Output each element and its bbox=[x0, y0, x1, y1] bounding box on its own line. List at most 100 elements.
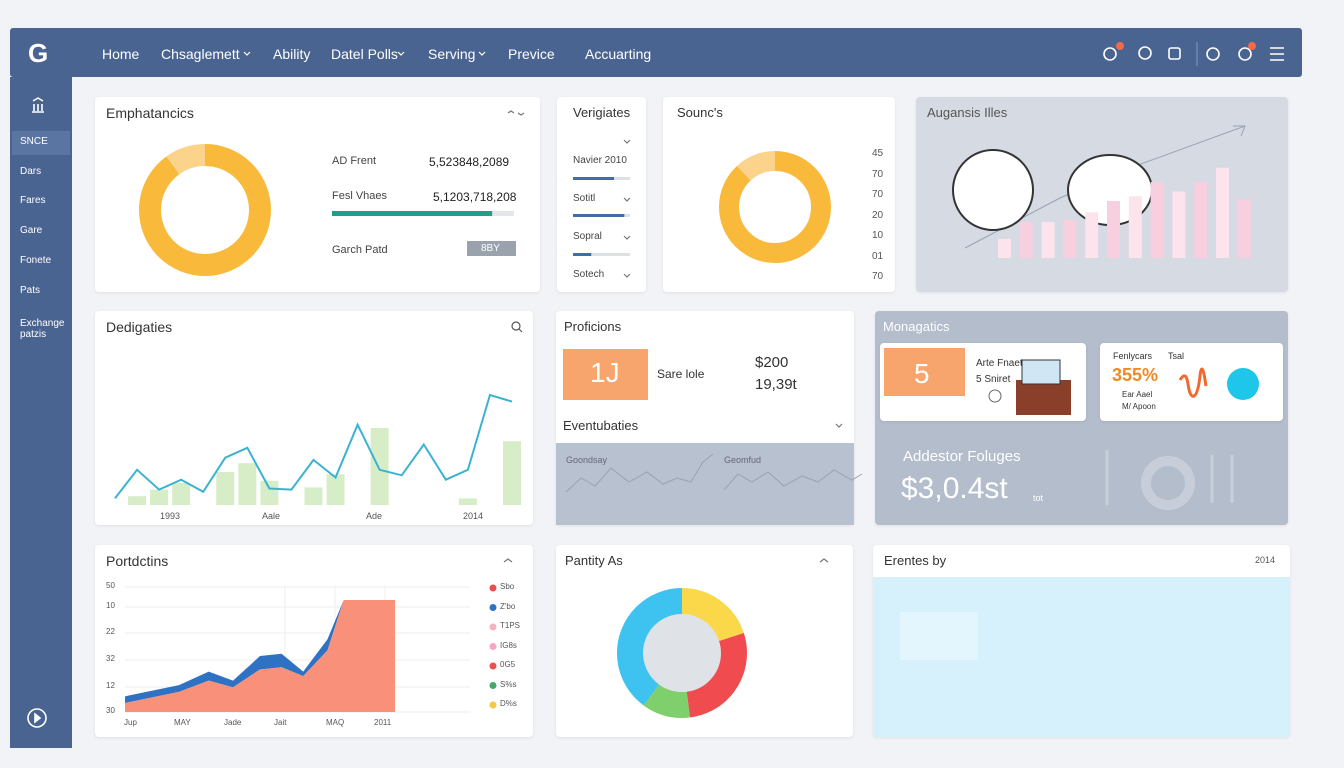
legend-entry: Z'bo bbox=[500, 601, 516, 611]
sidebar-item: Dars bbox=[20, 166, 42, 177]
slider bbox=[573, 214, 625, 217]
sidebar-item: Gare bbox=[20, 225, 43, 236]
x-tick-label: Ade bbox=[366, 511, 383, 521]
progress bbox=[332, 211, 493, 216]
axis-label: 20 bbox=[872, 209, 884, 221]
label: Fenlycars bbox=[1113, 351, 1153, 361]
sidebar-item: Exchange patzis bbox=[20, 318, 65, 340]
y-tick-label: 12 bbox=[106, 681, 115, 690]
label: AD Frent bbox=[332, 155, 377, 167]
sidebar-active bbox=[12, 131, 70, 155]
bar bbox=[503, 441, 521, 505]
x-tick-label: Aale bbox=[262, 511, 281, 521]
big-number: 1J bbox=[590, 357, 620, 388]
label: 5,1203,718,208 bbox=[433, 190, 517, 204]
sidebar-item: Fonete bbox=[20, 255, 52, 266]
axis-label: 01 bbox=[872, 250, 884, 262]
legend-entry: Sbo bbox=[500, 582, 515, 591]
card-title: Proficions bbox=[564, 319, 622, 334]
axis-label: 45 bbox=[872, 148, 884, 159]
area bbox=[125, 600, 395, 704]
list-item: Navier 2010 bbox=[573, 155, 627, 166]
mini-charts bbox=[565, 125, 1259, 510]
legend-entry: IG8s bbox=[500, 640, 517, 650]
donut-segment bbox=[617, 588, 747, 718]
list-item: Sopral bbox=[573, 231, 602, 242]
label: Tsal bbox=[1168, 351, 1185, 361]
big-number: 5 bbox=[914, 358, 930, 389]
legend-dot bbox=[489, 662, 497, 670]
x-tick-label: MAQ bbox=[326, 718, 345, 727]
bar bbox=[150, 489, 169, 505]
card-title: Augansis Illes bbox=[927, 105, 1008, 120]
pie-center bbox=[642, 613, 722, 693]
bar bbox=[370, 428, 389, 505]
x-tick-label: Jait bbox=[274, 718, 287, 727]
label: M/ Apoon bbox=[1122, 402, 1156, 411]
card-title: Dedigaties bbox=[106, 319, 173, 335]
sidebar-item: Fares bbox=[20, 195, 46, 206]
label: $200 bbox=[755, 354, 789, 371]
legend-dot bbox=[489, 701, 497, 709]
legend-dot bbox=[489, 682, 497, 689]
label: 2014 bbox=[1255, 555, 1276, 565]
donut-segment bbox=[617, 588, 747, 718]
card-title: Pantity As bbox=[565, 553, 623, 568]
legend-entry: T1PS bbox=[500, 621, 521, 630]
sidebar-item: SNCE bbox=[20, 136, 48, 147]
legend-dot bbox=[489, 604, 497, 611]
card-title: Monagatics bbox=[883, 319, 950, 334]
x-tick-label: 2014 bbox=[463, 511, 484, 521]
label: 355% bbox=[1112, 365, 1159, 385]
nav-item: Ability bbox=[273, 46, 311, 62]
label: 19,39t bbox=[755, 376, 797, 393]
card-title: Portdctins bbox=[106, 553, 169, 569]
nav-item: Home bbox=[102, 46, 140, 62]
axis-label: 70 bbox=[872, 271, 884, 282]
blue-box bbox=[900, 612, 978, 660]
list-item: Sotitl bbox=[573, 193, 596, 204]
axis-label: 70 bbox=[872, 189, 884, 200]
section-title: Eventubaties bbox=[563, 418, 639, 433]
big-box bbox=[884, 348, 965, 396]
label: tot bbox=[1033, 493, 1044, 503]
nav-icons bbox=[27, 42, 1284, 728]
nav-item: Datel Polls bbox=[331, 46, 398, 62]
bar bbox=[326, 474, 345, 505]
bar bbox=[172, 483, 191, 505]
label: Garch Patd bbox=[332, 244, 388, 256]
list-item: Sotech bbox=[573, 269, 605, 280]
legend-dot bbox=[489, 584, 497, 592]
y-tick-label: 10 bbox=[106, 601, 115, 610]
label: Arte Fnaet bbox=[976, 358, 1023, 369]
x-tick-label: Jup bbox=[124, 718, 137, 727]
bar bbox=[1063, 220, 1077, 258]
nav-item: Accuarting bbox=[585, 46, 652, 62]
y-tick-label: 32 bbox=[106, 654, 115, 663]
legend-entry: 0G5 bbox=[500, 660, 516, 669]
top-nav bbox=[10, 28, 1302, 77]
card bbox=[557, 97, 646, 292]
donut-segment bbox=[617, 588, 747, 718]
bar bbox=[1019, 221, 1033, 258]
x-tick-label: 1993 bbox=[160, 511, 181, 521]
y-tick-label: 30 bbox=[106, 706, 115, 715]
donut-segment bbox=[139, 144, 271, 276]
donut-segment bbox=[719, 151, 831, 263]
bar bbox=[1150, 182, 1164, 258]
legend-entry: D%s bbox=[500, 699, 517, 708]
nav-item: Previce bbox=[508, 46, 555, 62]
bar bbox=[1172, 191, 1186, 258]
chevrons bbox=[243, 51, 843, 563]
axis-label: 10 bbox=[872, 230, 884, 241]
label: Sare lole bbox=[657, 367, 705, 381]
donut-segment bbox=[719, 151, 831, 263]
sidebar-item: Pats bbox=[20, 285, 41, 296]
label: Geomfud bbox=[724, 455, 762, 465]
label: 5 Sniret bbox=[976, 374, 1011, 385]
label: Addestor Foluges bbox=[903, 448, 1021, 465]
bar bbox=[1107, 201, 1120, 258]
label: 5,523848,2089 bbox=[429, 155, 510, 169]
